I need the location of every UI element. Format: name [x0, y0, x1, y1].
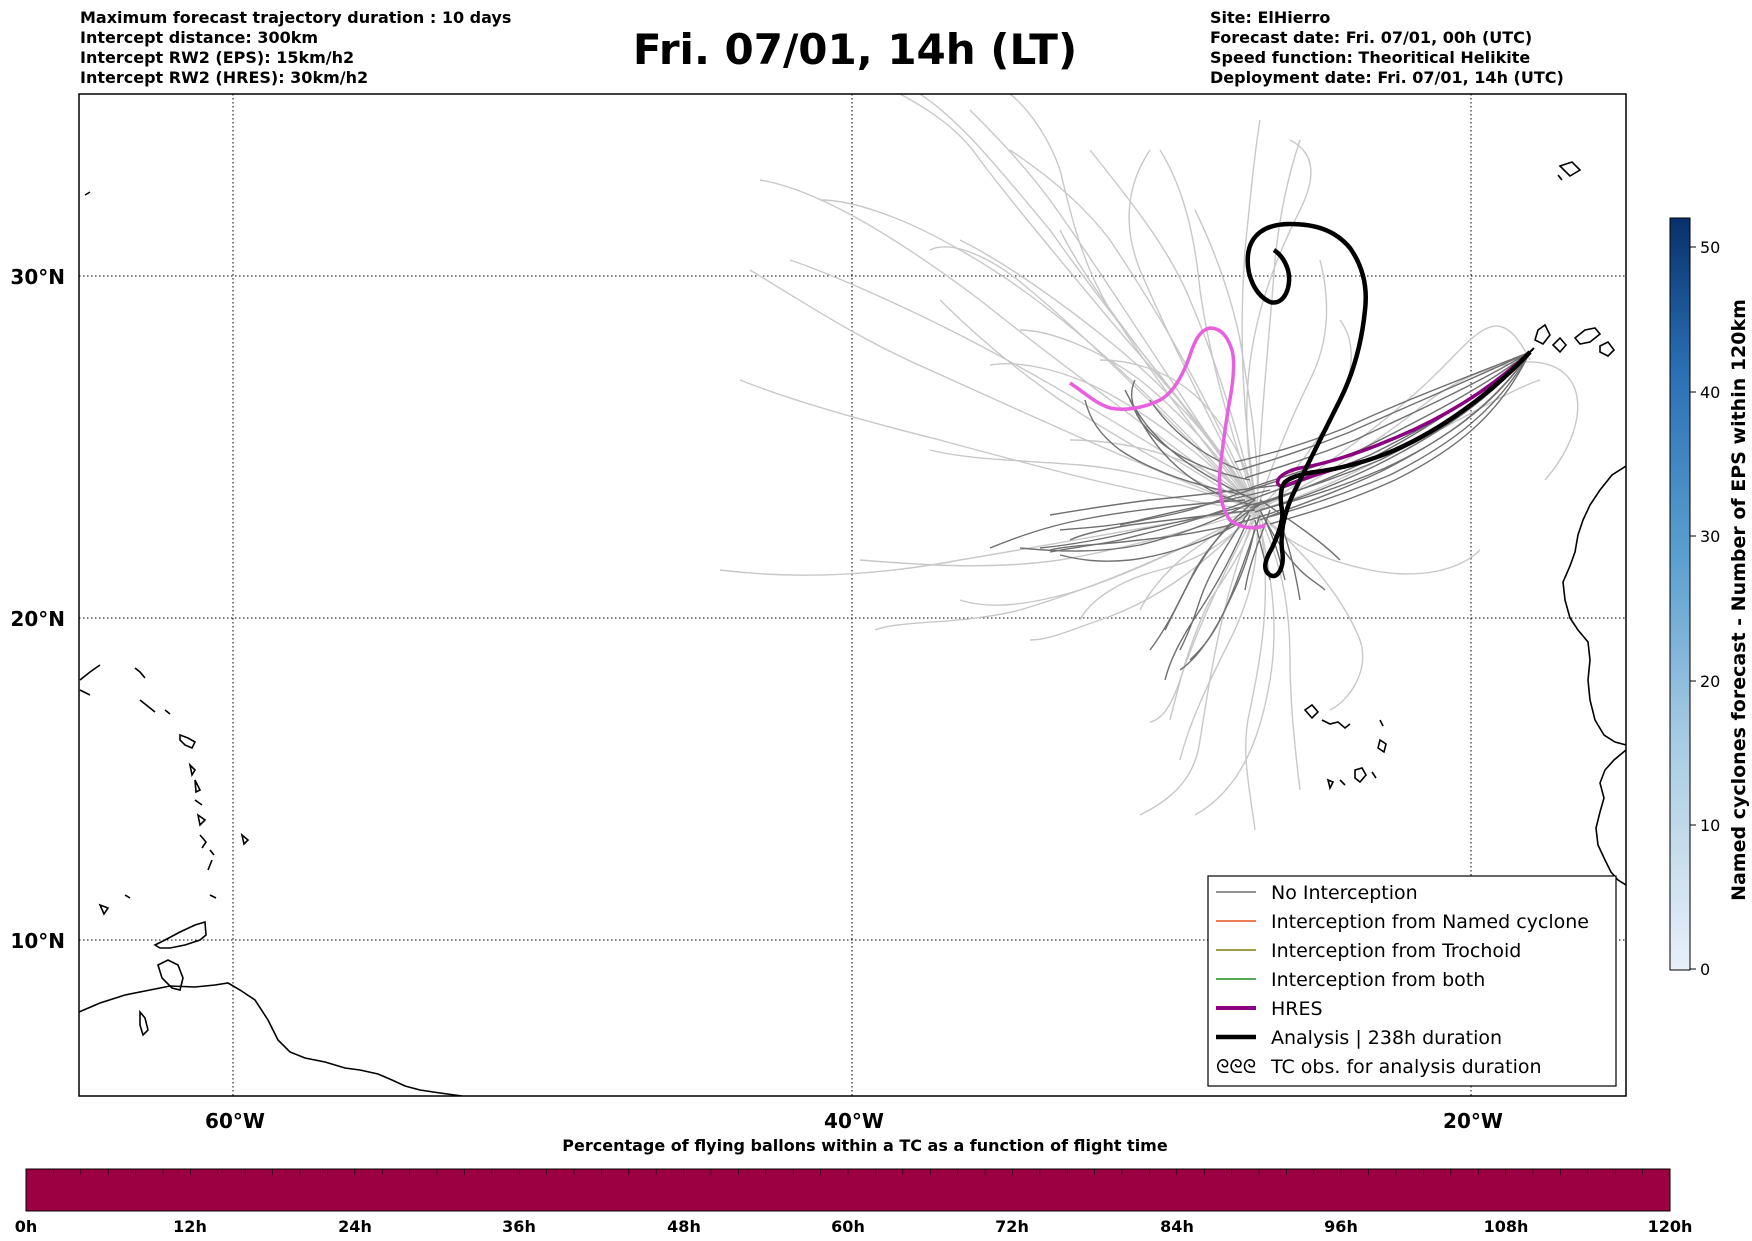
analysis-trajectory [1245, 221, 1532, 579]
colorbar-title: Named cyclones forecast - Number of EPS … [1728, 299, 1750, 901]
site-line: Site: ElHierro [1210, 8, 1331, 27]
time-tick-60h: 60h [831, 1217, 865, 1236]
time-tick-96h: 96h [1324, 1217, 1358, 1236]
colorbar-gradient [1669, 217, 1691, 971]
timebar: 0h 12h 24h 36h 48h 60h 72h 84h 96h 108h … [15, 1168, 1693, 1236]
speed-function-line: Speed function: Theoritical Helikite [1210, 48, 1531, 67]
eps-no-interception-trajectories [989, 351, 1531, 681]
intercept-distance-line: Intercept distance: 300km [80, 28, 319, 47]
legend-analysis: Analysis | 238h duration [1271, 1027, 1502, 1049]
legend-both: Interception from both [1271, 969, 1485, 991]
time-tick-48h: 48h [667, 1217, 701, 1236]
colorbar: 0 10 20 30 40 50 Named cyclones forecast… [1669, 217, 1750, 979]
lon-label-20w: 20°W [1443, 1109, 1503, 1133]
colorbar-tick-50: 50 [1700, 238, 1720, 257]
timebar-fill [25, 1168, 1671, 1212]
time-tick-108h: 108h [1484, 1217, 1529, 1236]
time-tick-120h: 120h [1648, 1217, 1693, 1236]
lon-label-40w: 40°W [824, 1109, 884, 1133]
launch-site-marker [1529, 347, 1535, 353]
legend-named-cyclone: Interception from Named cyclone [1271, 911, 1589, 933]
time-tick-36h: 36h [502, 1217, 536, 1236]
legend-tc-obs: TC obs. for analysis duration [1270, 1056, 1542, 1078]
legend: No Interception Interception from Named … [1207, 875, 1617, 1087]
time-tick-84h: 84h [1160, 1217, 1194, 1236]
timebar-title: Percentage of flying ballons within a TC… [562, 1136, 1168, 1155]
intercept-eps-line: Intercept RW2 (EPS): 15km/h2 [80, 48, 355, 67]
time-tick-24h: 24h [338, 1217, 372, 1236]
time-tick-12h: 12h [173, 1217, 207, 1236]
legend-tc-obs-symbol: ᘓᘓᘓ [1216, 1056, 1256, 1078]
hres-alt-trajectory [1069, 326, 1266, 530]
forecast-date-line: Forecast date: Fri. 07/01, 00h (UTC) [1210, 28, 1533, 47]
time-tick-0h: 0h [15, 1217, 38, 1236]
colorbar-tick-10: 10 [1700, 816, 1720, 835]
colorbar-tick-30: 30 [1700, 527, 1720, 546]
time-tick-72h: 72h [995, 1217, 1029, 1236]
colorbar-tick-40: 40 [1700, 383, 1720, 402]
lat-label-20n: 20°N [10, 607, 65, 631]
lat-label-30n: 30°N [10, 265, 65, 289]
forecast-parameters: Maximum forecast trajectory duration : 1… [80, 8, 511, 88]
lon-label-60w: 60°W [205, 1109, 265, 1133]
coastlines [79, 161, 1626, 1096]
page-title: Fri. 07/01, 14h (LT) [632, 25, 1078, 74]
legend-no-interception: No Interception [1271, 882, 1418, 904]
deployment-date-line: Deployment date: Fri. 07/01, 14h (UTC) [1210, 68, 1564, 87]
eps-trajectories [719, 94, 1579, 831]
colorbar-tick-0: 0 [1700, 960, 1710, 979]
hres-trajectory [1275, 350, 1532, 488]
intercept-hres-line: Intercept RW2 (HRES): 30km/h2 [80, 68, 369, 87]
map-frame [78, 93, 1627, 1097]
colorbar-tick-20: 20 [1700, 672, 1720, 691]
site-parameters: Site: ElHierro Forecast date: Fri. 07/01… [1210, 8, 1564, 88]
legend-trochoid: Interception from Trochoid [1271, 940, 1521, 962]
legend-hres: HRES [1271, 998, 1323, 1020]
max-duration-line: Maximum forecast trajectory duration : 1… [80, 8, 512, 27]
lat-label-10n: 10°N [10, 929, 65, 953]
